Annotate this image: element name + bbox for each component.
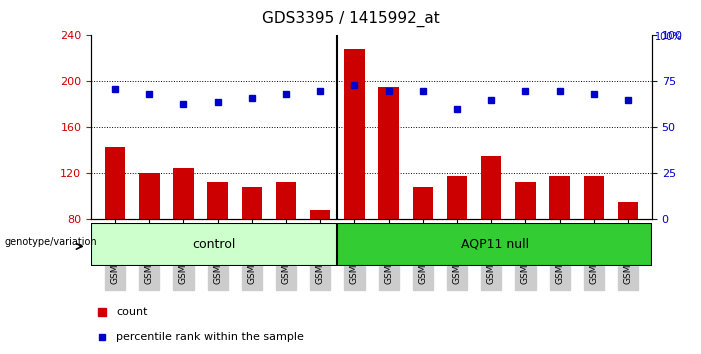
Bar xyxy=(242,187,262,219)
Bar xyxy=(105,147,125,219)
Bar xyxy=(618,202,638,219)
Bar xyxy=(379,87,399,219)
Text: genotype/variation: genotype/variation xyxy=(5,237,97,247)
Bar xyxy=(275,182,297,219)
Bar xyxy=(310,210,330,219)
Text: percentile rank within the sample: percentile rank within the sample xyxy=(116,332,304,342)
Bar xyxy=(207,182,228,219)
Bar xyxy=(515,182,536,219)
Bar xyxy=(447,176,468,219)
FancyBboxPatch shape xyxy=(91,223,337,266)
Bar xyxy=(344,49,365,219)
Text: count: count xyxy=(116,307,148,317)
Bar xyxy=(481,156,501,219)
Text: AQP11 null: AQP11 null xyxy=(461,238,529,251)
Bar xyxy=(583,176,604,219)
FancyBboxPatch shape xyxy=(337,223,652,266)
Text: GDS3395 / 1415992_at: GDS3395 / 1415992_at xyxy=(261,11,440,27)
Text: 100%: 100% xyxy=(655,32,683,42)
Bar xyxy=(550,176,570,219)
Bar xyxy=(413,187,433,219)
Bar xyxy=(173,168,193,219)
Bar xyxy=(139,173,160,219)
Text: control: control xyxy=(193,238,236,251)
